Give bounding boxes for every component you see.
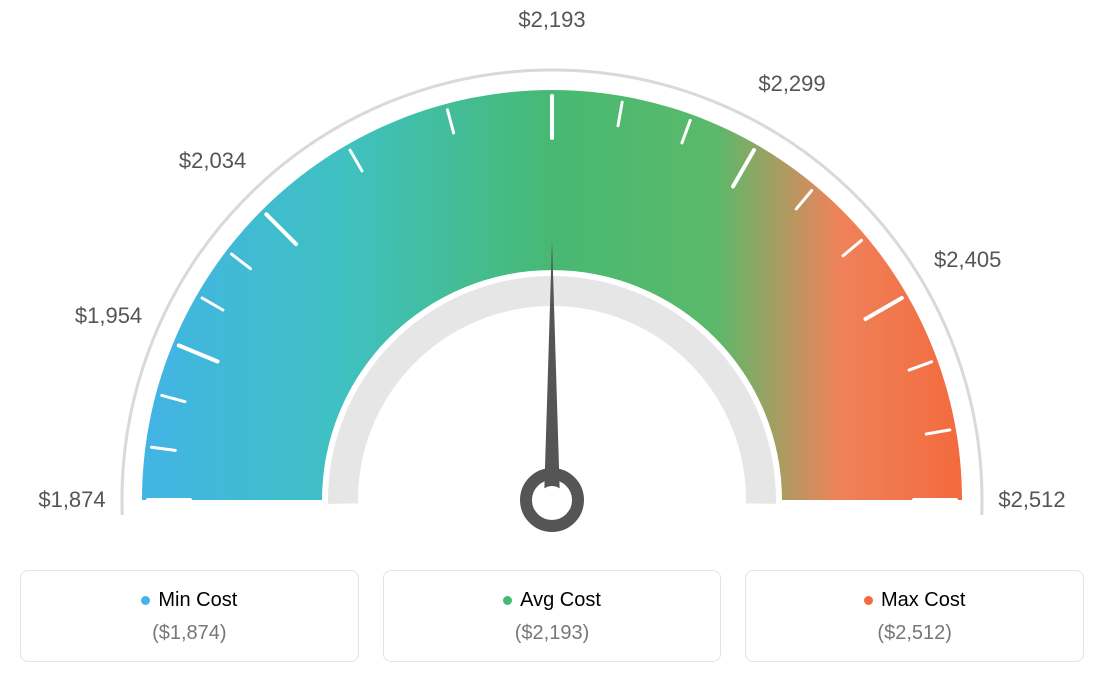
legend-row: Min Cost ($1,874) Avg Cost ($2,193) Max … [20, 570, 1084, 662]
legend-max-card: Max Cost ($2,512) [745, 570, 1084, 662]
legend-avg-title: Avg Cost [396, 589, 709, 612]
gauge-tick-label: $2,193 [518, 7, 585, 33]
dot-icon [141, 596, 150, 605]
gauge-tick-label: $2,299 [758, 71, 825, 97]
gauge-tick-label: $2,405 [934, 247, 1001, 273]
legend-min-card: Min Cost ($1,874) [20, 570, 359, 662]
legend-max-value: ($2,512) [758, 622, 1071, 645]
dot-icon [503, 596, 512, 605]
legend-min-title: Min Cost [33, 589, 346, 612]
gauge-tick-label: $2,034 [179, 148, 246, 174]
gauge-tick-label: $1,954 [75, 303, 142, 329]
cost-gauge-chart: $1,874$1,954$2,034$2,193$2,299$2,405$2,5… [20, 20, 1084, 662]
dot-icon [864, 596, 873, 605]
legend-avg-card: Avg Cost ($2,193) [383, 570, 722, 662]
gauge-tick-label: $2,512 [998, 487, 1065, 513]
legend-min-value: ($1,874) [33, 622, 346, 645]
legend-min-label: Min Cost [158, 589, 237, 611]
gauge-svg [20, 20, 1084, 550]
legend-max-label: Max Cost [881, 589, 965, 611]
gauge-tick-label: $1,874 [38, 487, 105, 513]
legend-avg-value: ($2,193) [396, 622, 709, 645]
legend-avg-label: Avg Cost [520, 589, 601, 611]
legend-max-title: Max Cost [758, 589, 1071, 612]
gauge-area: $1,874$1,954$2,034$2,193$2,299$2,405$2,5… [20, 20, 1084, 550]
